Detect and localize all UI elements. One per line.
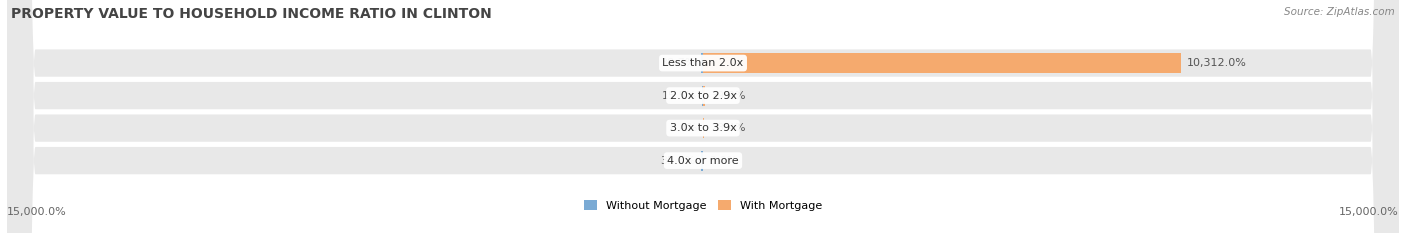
Text: 15,000.0%: 15,000.0% bbox=[1340, 207, 1399, 217]
Text: 15.5%: 15.5% bbox=[661, 91, 697, 101]
Text: 15,000.0%: 15,000.0% bbox=[7, 207, 66, 217]
Text: 6.4%: 6.4% bbox=[669, 123, 697, 133]
Bar bbox=[703, 53, 1181, 73]
Text: 4.0x or more: 4.0x or more bbox=[668, 156, 738, 166]
Text: 3.0x to 3.9x: 3.0x to 3.9x bbox=[669, 123, 737, 133]
Text: 35.0%: 35.0% bbox=[661, 156, 696, 166]
Text: 39.9%: 39.9% bbox=[710, 91, 747, 101]
Text: 2.0x to 2.9x: 2.0x to 2.9x bbox=[669, 91, 737, 101]
Text: Source: ZipAtlas.com: Source: ZipAtlas.com bbox=[1284, 7, 1395, 17]
FancyBboxPatch shape bbox=[7, 0, 1399, 233]
Legend: Without Mortgage, With Mortgage: Without Mortgage, With Mortgage bbox=[579, 196, 827, 215]
Text: 38.7%: 38.7% bbox=[661, 58, 696, 68]
FancyBboxPatch shape bbox=[7, 0, 1399, 233]
Text: 23.4%: 23.4% bbox=[710, 123, 745, 133]
Bar bbox=[702, 53, 703, 73]
Bar bbox=[703, 86, 704, 106]
Text: Less than 2.0x: Less than 2.0x bbox=[662, 58, 744, 68]
Text: 3.0%: 3.0% bbox=[709, 156, 737, 166]
Text: 10,312.0%: 10,312.0% bbox=[1187, 58, 1247, 68]
Bar bbox=[702, 151, 703, 171]
Text: PROPERTY VALUE TO HOUSEHOLD INCOME RATIO IN CLINTON: PROPERTY VALUE TO HOUSEHOLD INCOME RATIO… bbox=[11, 7, 492, 21]
FancyBboxPatch shape bbox=[7, 0, 1399, 233]
FancyBboxPatch shape bbox=[7, 0, 1399, 233]
